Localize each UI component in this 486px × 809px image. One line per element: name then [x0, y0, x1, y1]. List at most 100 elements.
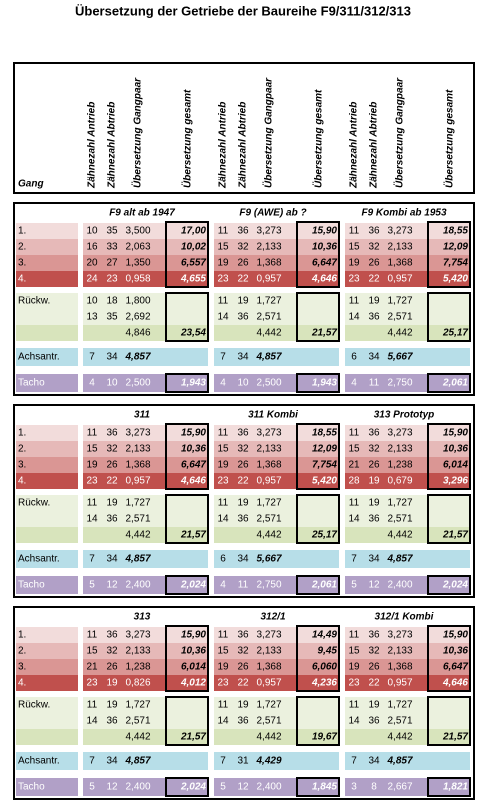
cell-text: 0,957	[125, 476, 150, 487]
cell-text: 19	[348, 662, 360, 673]
table-title: F9 Kombi ab 1953	[361, 208, 446, 219]
cell-text: 2,571	[125, 514, 150, 525]
cell-text: 36	[237, 428, 249, 439]
column-header: Übersetzung Gangpaar	[131, 77, 144, 188]
cell-text: 36	[368, 312, 380, 323]
total-box	[296, 625, 340, 692]
cell-text: 21,57	[442, 530, 468, 541]
total-box	[165, 494, 209, 544]
cell-text: 34	[368, 756, 380, 767]
cell-text: 19	[106, 678, 118, 689]
row-label: 2.	[18, 646, 26, 657]
cell-text: 6	[220, 554, 226, 565]
cell-text: 2,133	[256, 242, 281, 253]
cell-text: 11	[349, 428, 360, 439]
cell-text: 0,957	[256, 678, 281, 689]
cell-fill	[345, 729, 470, 745]
cell-fill	[345, 457, 470, 473]
cell-text: 3,273	[387, 226, 412, 237]
cell-text: 11	[87, 700, 98, 711]
cell-text: 35	[106, 312, 118, 323]
cell-text: 36	[237, 716, 249, 727]
cell-text: 36	[368, 428, 380, 439]
cell-text: 21,57	[311, 328, 337, 339]
cell-text: 7	[220, 352, 226, 363]
cell-text: 22	[237, 274, 249, 285]
cell-fill	[83, 293, 208, 309]
cell-text: 11	[218, 498, 229, 509]
cell-text: 14	[86, 514, 98, 525]
row-label: 1.	[18, 428, 26, 439]
column-header: Zähnezahl Abtrieb	[238, 102, 249, 189]
cell-text: 3,273	[125, 428, 150, 439]
cell-text: 32	[237, 444, 249, 455]
cell-text: 17,00	[181, 226, 206, 237]
cell-text: 12	[106, 580, 118, 591]
cell-text: 0,957	[256, 274, 281, 285]
cell-text: 10,02	[181, 242, 206, 253]
cell-text: 4,442	[387, 732, 412, 743]
cell-fill	[345, 659, 470, 675]
cell-text: 1,238	[125, 662, 150, 673]
cell-text: 6,060	[312, 662, 337, 673]
cell-text: 4,857	[386, 756, 412, 767]
cell-text: 7	[351, 554, 357, 565]
cell-text: 2,571	[256, 514, 281, 525]
cell-text: 15,90	[181, 428, 206, 439]
cell-text: 15	[217, 646, 229, 657]
cell-text: 36	[106, 428, 118, 439]
cell-text: 15	[348, 242, 360, 253]
cell-fill	[83, 309, 208, 325]
cell-text: 3,273	[387, 428, 412, 439]
cell-fill	[214, 511, 339, 527]
row-label: Tacho	[18, 782, 45, 793]
cell-text: 21,57	[180, 732, 206, 743]
cell-text: 36	[368, 716, 380, 727]
cell-text: 19	[237, 498, 249, 509]
cell-text: 3,273	[256, 226, 281, 237]
cell-fill	[214, 425, 339, 441]
cell-text: 2,571	[387, 514, 412, 525]
gang-label: Gang	[18, 179, 44, 190]
cell-text: 26	[106, 662, 118, 673]
cell-fill	[83, 325, 208, 341]
cell-text: 23	[106, 274, 118, 285]
cell-text: 18,55	[443, 226, 468, 237]
cell-fill	[83, 752, 208, 770]
cell-text: 34	[237, 554, 249, 565]
cell-fill	[214, 374, 339, 392]
total-box	[165, 292, 209, 342]
cell-fill	[214, 255, 339, 271]
cell-text: 22	[368, 678, 380, 689]
cell-text: 7	[89, 352, 95, 363]
cell-text: 19	[368, 476, 380, 487]
cell-text: 15,90	[181, 630, 206, 641]
cell-text: 1,845	[312, 782, 337, 793]
cell-fill	[214, 325, 339, 341]
cell-text: 1,727	[256, 296, 281, 307]
cell-text: 11	[349, 630, 360, 641]
cell-text: 34	[106, 352, 118, 363]
cell-text: 34	[368, 352, 380, 363]
cell-text: 2,133	[125, 444, 150, 455]
sheet-title: Übersetzung der Getriebe der Baureihe F9…	[75, 3, 411, 18]
cell-text: 4,646	[311, 274, 337, 285]
block-box	[13, 404, 475, 598]
cell-fill	[214, 223, 339, 239]
cell-text: 23	[348, 678, 360, 689]
total-box	[427, 777, 471, 797]
cell-text: 12	[368, 580, 380, 591]
cell-text: 4,442	[125, 732, 150, 743]
cell-text: 34	[368, 554, 380, 565]
cell-text: 19	[368, 296, 380, 307]
table-title: 312/1 Kombi	[375, 612, 434, 623]
cell-text: 22	[368, 274, 380, 285]
cell-fill	[16, 729, 78, 745]
cell-text: 19	[237, 296, 249, 307]
table-title: F9 alt ab 1947	[109, 208, 175, 219]
cell-fill	[83, 576, 208, 594]
cell-text: 3,273	[125, 630, 150, 641]
cell-fill	[214, 697, 339, 713]
cell-fill	[83, 778, 208, 796]
cell-fill	[16, 643, 78, 659]
